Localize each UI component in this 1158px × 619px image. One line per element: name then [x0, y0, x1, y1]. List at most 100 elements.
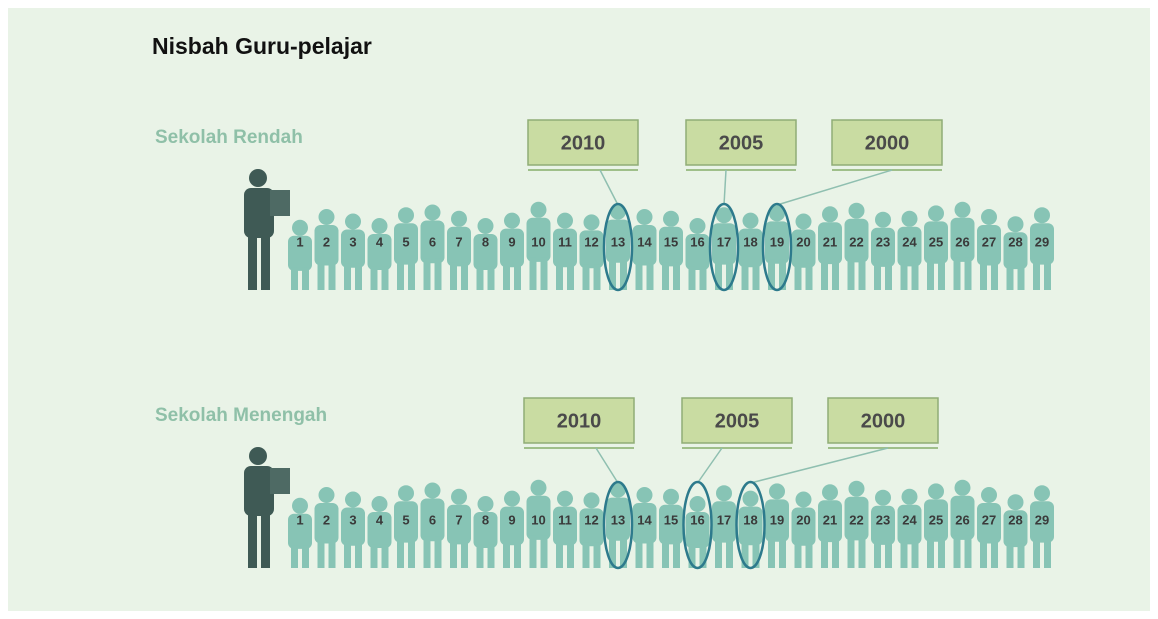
leg	[965, 257, 972, 290]
leg	[503, 541, 510, 568]
leg	[450, 540, 457, 568]
leg	[901, 540, 908, 568]
head	[1034, 207, 1050, 223]
leg	[848, 536, 855, 568]
leg	[261, 236, 270, 290]
leg	[248, 236, 257, 290]
student-number: 26	[955, 234, 969, 249]
leg	[874, 541, 881, 568]
head	[769, 483, 785, 499]
leg	[768, 537, 775, 568]
student-number: 16	[690, 234, 704, 249]
leg	[636, 261, 643, 290]
head	[637, 487, 653, 503]
head	[928, 205, 944, 221]
student-number: 20	[796, 234, 810, 249]
head	[531, 480, 547, 496]
leg	[261, 514, 270, 568]
leg	[541, 257, 548, 290]
student-number: 13	[611, 234, 625, 249]
student-number: 2	[323, 512, 330, 527]
student-number: 14	[637, 512, 652, 527]
head	[372, 218, 388, 234]
leg	[302, 267, 309, 290]
leg	[318, 261, 325, 290]
head	[398, 207, 414, 223]
leg	[1044, 260, 1051, 290]
head	[743, 213, 759, 229]
head	[451, 211, 467, 227]
head	[955, 480, 971, 496]
leg	[795, 264, 802, 290]
head	[425, 483, 441, 499]
student-number: 18	[743, 512, 757, 527]
leg	[954, 535, 961, 568]
leg	[938, 537, 945, 568]
leg	[912, 540, 919, 568]
leg	[912, 262, 919, 290]
student-number: 24	[902, 234, 917, 249]
leg	[795, 542, 802, 568]
head	[478, 218, 494, 234]
student-number: 12	[584, 512, 598, 527]
leg	[514, 263, 521, 290]
student-number: 7	[455, 234, 462, 249]
leg	[435, 537, 442, 568]
leg	[583, 264, 590, 290]
leg	[980, 261, 987, 290]
student-number: 9	[508, 234, 515, 249]
leg	[344, 264, 351, 290]
leg	[885, 263, 892, 290]
leg	[355, 542, 362, 568]
head	[637, 209, 653, 225]
head	[584, 214, 600, 230]
year-label: 2000	[865, 132, 910, 154]
leg	[382, 266, 389, 290]
leg	[397, 260, 404, 290]
head	[557, 491, 573, 507]
head	[743, 491, 759, 507]
student-number: 29	[1035, 512, 1049, 527]
student-number: 22	[849, 234, 863, 249]
leg	[514, 541, 521, 568]
head	[928, 483, 944, 499]
student-number: 11	[558, 512, 572, 527]
student-number: 22	[849, 512, 863, 527]
leg	[503, 263, 510, 290]
infographic: Nisbah Guru-pelajar Sekolah Rendah123456…	[0, 0, 1158, 619]
leg	[965, 535, 972, 568]
section-label: Sekolah Rendah	[155, 127, 303, 148]
student-number: 19	[770, 234, 784, 249]
student-number: 13	[611, 512, 625, 527]
leg	[806, 542, 813, 568]
leg	[753, 263, 760, 290]
head	[345, 492, 361, 508]
leg	[742, 263, 749, 290]
year-label: 2000	[861, 410, 906, 432]
leg	[477, 544, 484, 568]
head	[875, 490, 891, 506]
leg	[329, 261, 336, 290]
student-number: 3	[349, 512, 356, 527]
student-number: 8	[482, 234, 489, 249]
head	[981, 487, 997, 503]
leg	[821, 260, 828, 290]
student-number: 17	[717, 234, 731, 249]
leg	[1044, 538, 1051, 568]
leg	[806, 264, 813, 290]
student-number: 10	[531, 234, 545, 249]
student-number: 23	[876, 234, 890, 249]
leg	[477, 266, 484, 290]
student-number: 7	[455, 512, 462, 527]
leg	[848, 258, 855, 290]
leg	[424, 259, 431, 290]
head	[822, 206, 838, 222]
head	[249, 169, 267, 187]
student-number: 27	[982, 512, 996, 527]
leg	[461, 540, 468, 568]
head	[1008, 494, 1024, 510]
leg	[1033, 538, 1040, 568]
head	[902, 489, 918, 505]
year-label: 2005	[715, 410, 760, 432]
student-number: 6	[429, 234, 436, 249]
